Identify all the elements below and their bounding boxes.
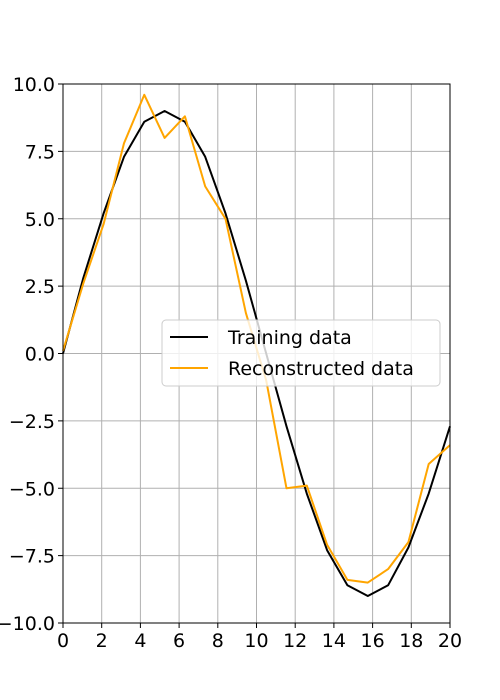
y-tick-label: 10.0 (13, 74, 55, 96)
legend-label: Reconstructed data (228, 358, 414, 380)
x-tick-label: 14 (322, 630, 346, 652)
y-tick-label: 5.0 (25, 209, 55, 231)
x-tick-label: 18 (399, 630, 423, 652)
legend: Training data Reconstructed data (161, 319, 441, 387)
x-tick-label: 16 (361, 630, 385, 652)
x-tick-label: 10 (244, 630, 268, 652)
x-tick-label: 6 (173, 630, 185, 652)
y-tick-label: −5.0 (9, 478, 55, 500)
y-tick-label: −7.5 (9, 546, 55, 568)
x-tick-label: 12 (283, 630, 307, 652)
x-tick-label: 8 (212, 630, 224, 652)
y-tick-label: 0.0 (25, 344, 55, 366)
legend-box (161, 319, 441, 387)
y-tick-label: 2.5 (25, 276, 55, 298)
series-line-training-data (62, 110, 451, 597)
y-tick-label: −2.5 (9, 411, 55, 433)
ticks: 0 2 4 6 8 10 12 14 16 18 20 10.0 7.5 5.0 2.5 0.0 −2.5 −5.… (0, 74, 462, 652)
x-tick-label: 0 (57, 630, 69, 652)
y-tick-label: 7.5 (25, 141, 55, 163)
legend-label: Training data (227, 327, 352, 349)
x-tick-label: 2 (96, 630, 108, 652)
x-tick-label: 4 (134, 630, 146, 652)
x-tick-label: 20 (438, 630, 462, 652)
y-tick-label: −10.0 (0, 613, 55, 635)
